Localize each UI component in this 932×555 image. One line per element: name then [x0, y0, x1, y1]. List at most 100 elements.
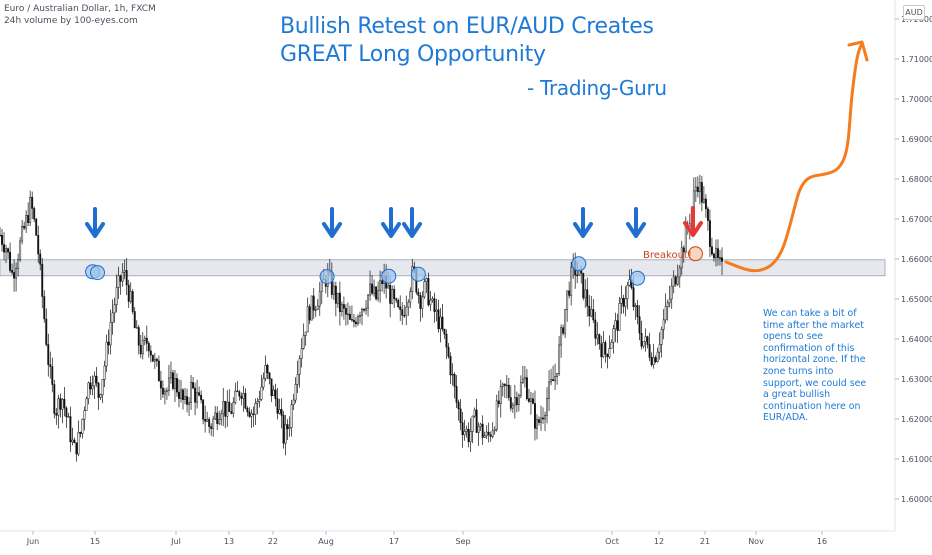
candle	[240, 392, 243, 406]
candle	[409, 287, 412, 309]
candle	[79, 431, 82, 438]
candle	[361, 307, 363, 326]
candle	[455, 375, 458, 409]
candle	[63, 386, 66, 417]
candle	[312, 287, 315, 319]
candle	[568, 281, 571, 299]
candle	[180, 380, 182, 403]
candle	[296, 360, 299, 394]
candle	[87, 381, 90, 405]
candle	[353, 313, 355, 328]
candle	[612, 324, 615, 354]
candle	[109, 309, 112, 355]
candle	[473, 407, 476, 418]
candle	[713, 252, 715, 262]
candle	[224, 401, 227, 429]
candle	[453, 372, 456, 399]
candle	[646, 335, 649, 349]
candle	[668, 285, 671, 308]
candle	[35, 217, 38, 236]
candle	[379, 270, 382, 303]
candle	[696, 176, 699, 198]
candle	[47, 333, 50, 377]
candle	[395, 297, 398, 304]
time-axis[interactable]: Jun 15 Jul 13 22 Aug 17 Sep Oct 12 21 Nov 16	[26, 531, 827, 546]
candle	[288, 416, 291, 437]
candle	[141, 331, 144, 360]
candle	[208, 417, 211, 434]
candles-group	[0, 174, 723, 462]
candle	[105, 334, 108, 372]
candle	[570, 261, 573, 306]
candle	[270, 378, 273, 403]
candle	[475, 398, 478, 433]
candle	[186, 388, 188, 413]
candle	[262, 372, 265, 391]
candle	[93, 371, 96, 399]
candle	[159, 370, 162, 400]
time-tick-label: 15	[90, 537, 100, 546]
candle	[534, 390, 536, 441]
chart-title-line2: GREAT Long Opportunity	[280, 42, 546, 67]
candle	[172, 369, 174, 391]
candle	[21, 220, 24, 245]
candle	[115, 274, 118, 313]
candle	[147, 341, 150, 358]
candle	[451, 363, 454, 386]
candle	[499, 379, 502, 418]
candle	[419, 292, 422, 322]
candle	[602, 331, 605, 358]
price-tick-label: 1.65000	[901, 295, 932, 304]
candle	[103, 360, 106, 387]
candle	[407, 299, 410, 316]
down-arrow-icon	[402, 207, 422, 238]
candle	[548, 370, 550, 412]
currency-badge[interactable]: AUD	[903, 5, 925, 20]
candle	[238, 389, 241, 401]
candle	[340, 301, 343, 317]
price-axis[interactable]: 1.60000 1.61000 1.62000 1.63000 1.64000 1.650…	[895, 15, 932, 504]
candle	[272, 385, 275, 397]
candle	[375, 285, 378, 301]
price-tick-label: 1.68000	[901, 175, 932, 184]
candle	[437, 299, 440, 333]
candle	[19, 237, 22, 262]
candle	[176, 373, 178, 397]
down-arrow-icon	[381, 207, 401, 238]
candle	[222, 387, 225, 427]
candle	[513, 384, 516, 419]
candle	[268, 371, 271, 385]
candle	[304, 331, 307, 346]
candle	[652, 343, 655, 369]
down-arrow-icon	[626, 207, 646, 238]
candle	[519, 375, 522, 399]
candle	[425, 277, 428, 294]
candle	[23, 221, 26, 231]
candle	[131, 289, 134, 315]
candle	[429, 291, 432, 311]
candle	[606, 353, 609, 369]
candle	[202, 399, 205, 425]
retest-circle	[571, 256, 587, 272]
candle	[274, 383, 277, 407]
candle	[698, 174, 701, 205]
time-tick-label: 12	[654, 537, 664, 546]
candle	[552, 365, 555, 382]
candle	[81, 418, 84, 439]
candle	[393, 285, 396, 309]
candle	[236, 381, 239, 393]
candle	[682, 245, 685, 263]
candle	[248, 407, 251, 418]
candle	[610, 339, 613, 349]
candle	[523, 366, 526, 388]
candle	[598, 333, 601, 350]
candle	[538, 416, 540, 426]
candle	[650, 352, 653, 367]
candle	[107, 329, 110, 355]
candle	[232, 397, 235, 418]
price-tick-label: 1.70000	[901, 95, 932, 104]
candle	[710, 237, 713, 256]
price-tick-label: 1.63000	[901, 375, 932, 384]
